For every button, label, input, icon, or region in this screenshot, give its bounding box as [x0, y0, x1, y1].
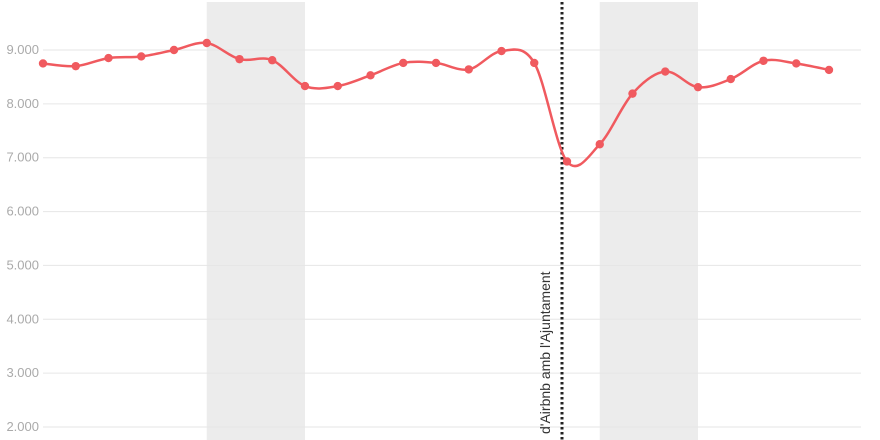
y-tick-label: 5.000: [6, 257, 39, 272]
data-point: [71, 61, 80, 71]
data-point: [104, 53, 113, 63]
y-axis-tick-labels: 2.000 3.000 4.000 5.000 6.000 7.000 8.000 9.000: [6, 42, 39, 434]
y-tick-label: 6.000: [6, 204, 39, 219]
data-point: [333, 81, 342, 91]
shaded-period-2: [599, 2, 698, 440]
data-point: [595, 140, 604, 149]
data-point: [169, 45, 179, 55]
gridlines: [43, 49, 861, 428]
data-point: [202, 38, 211, 48]
shaded-periods: [206, 2, 698, 440]
data-point: [137, 52, 146, 61]
data-point: [661, 67, 670, 76]
y-tick-label: 7.000: [6, 150, 39, 165]
data-point: [431, 58, 441, 68]
data-point: [235, 54, 244, 64]
data-point: [530, 58, 539, 68]
data-point: [726, 74, 735, 84]
y-tick-label: 2.000: [6, 419, 39, 434]
data-point: [399, 58, 408, 68]
data-point: [628, 89, 637, 98]
y-tick-label: 9.000: [6, 42, 39, 57]
data-point: [300, 81, 310, 91]
event-marker-label: d'Airbnb amb l'Ajuntament: [537, 271, 553, 434]
data-point: [464, 65, 473, 74]
data-point: [792, 59, 801, 68]
data-points: [38, 38, 834, 166]
shaded-period-1: [206, 2, 305, 440]
data-point: [497, 46, 506, 56]
data-point: [268, 56, 277, 65]
data-point: [693, 82, 703, 92]
data-point: [366, 71, 375, 80]
y-tick-label: 4.000: [6, 311, 39, 326]
data-point: [38, 59, 48, 68]
data-point: [562, 157, 572, 166]
data-point: [824, 65, 834, 75]
y-tick-label: 3.000: [6, 365, 39, 380]
event-annotation: d'Airbnb amb l'Ajuntament: [537, 2, 564, 440]
data-point: [759, 56, 768, 65]
y-tick-label: 8.000: [6, 96, 39, 111]
